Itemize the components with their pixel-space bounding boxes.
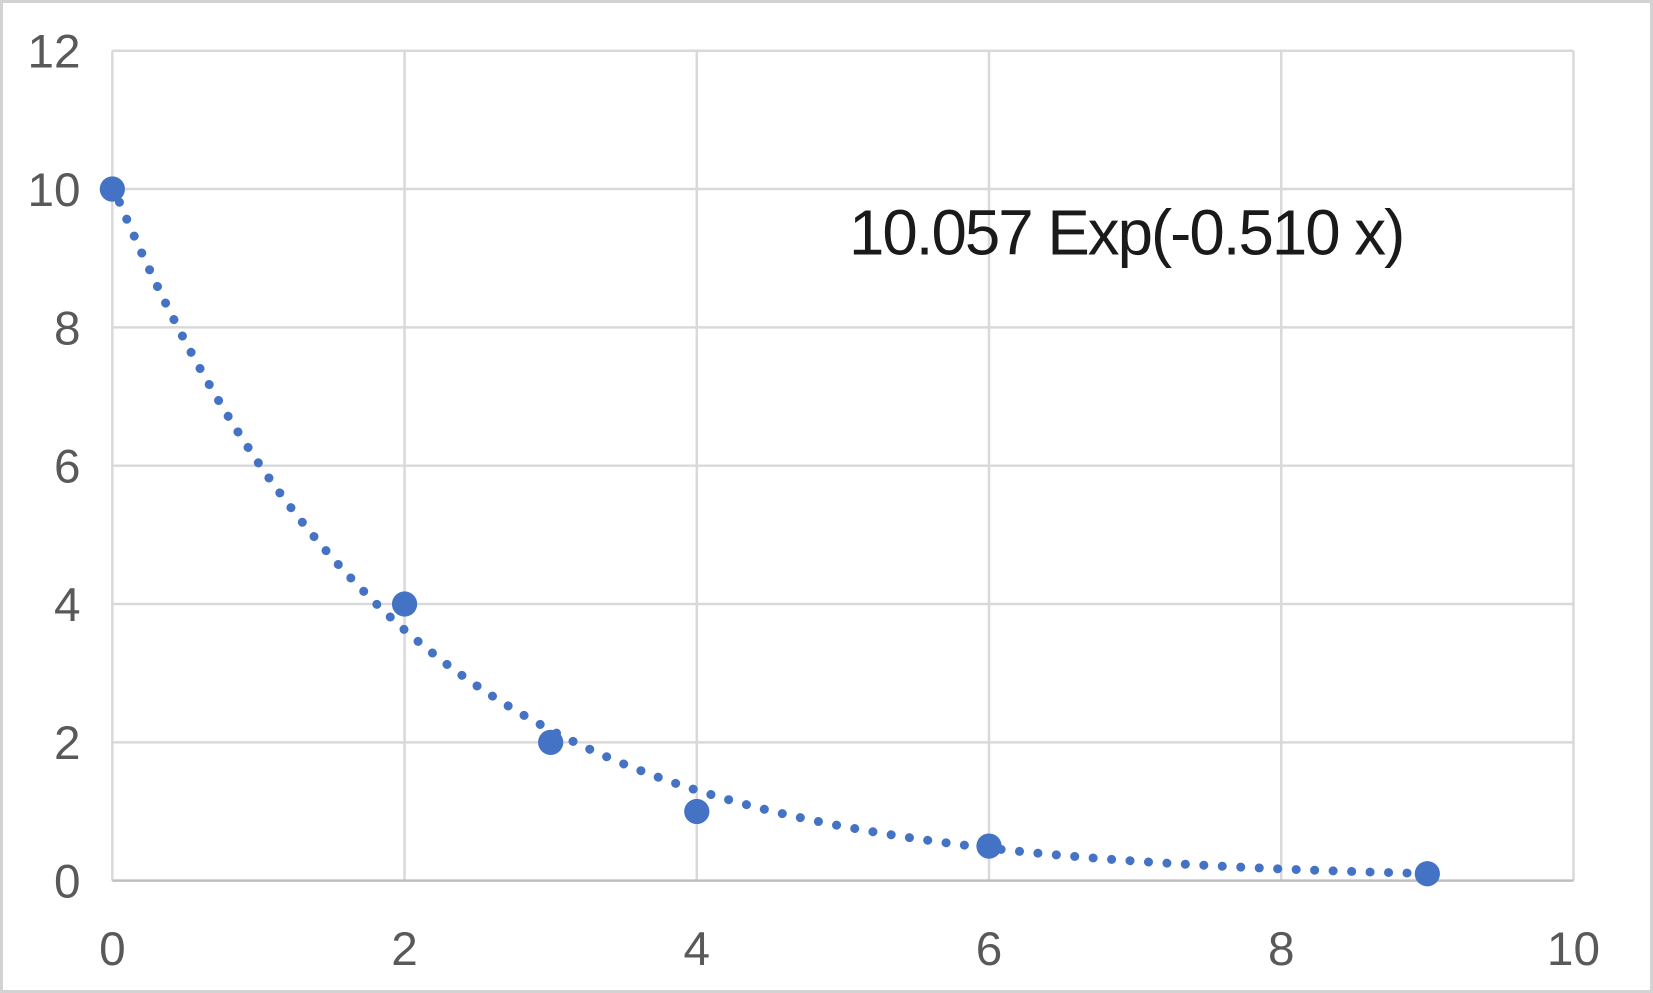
- data-point: [976, 833, 1002, 859]
- x-tick-label: 0: [99, 923, 126, 976]
- scatter-chart-canvas: 0 2 4 6 8 10 0 2 4 6 8 10 12 10.057 Exp(-0.510 x): [27, 26, 1600, 977]
- x-tick-label: 2: [391, 923, 418, 976]
- y-axis-tick-labels: 0 2 4 6 8 10 12: [27, 26, 80, 909]
- x-tick-label: 8: [1268, 923, 1295, 976]
- x-tick-label: 6: [976, 923, 1003, 976]
- y-tick-label: 8: [54, 302, 81, 355]
- y-tick-label: 12: [27, 26, 80, 79]
- data-points: [99, 176, 1440, 887]
- y-tick-label: 0: [54, 856, 81, 909]
- y-tick-label: 10: [27, 164, 80, 217]
- trendline-path: [107, 180, 1432, 879]
- gridlines: [111, 49, 1575, 881]
- y-tick-label: 6: [54, 441, 81, 494]
- data-point: [1414, 861, 1440, 887]
- x-tick-label: 4: [684, 923, 711, 976]
- data-point: [99, 176, 125, 202]
- y-tick-label: 2: [54, 717, 81, 770]
- data-point: [391, 591, 418, 617]
- x-tick-label: 10: [1547, 923, 1600, 976]
- y-tick-label: 4: [54, 579, 81, 632]
- data-point: [684, 798, 710, 825]
- data-point: [538, 729, 564, 755]
- trendline-dotted-curve: [107, 180, 1432, 879]
- trendline-equation-label: 10.057 Exp(-0.510 x): [849, 197, 1403, 268]
- x-axis-tick-labels: 0 2 4 6 8 10: [99, 923, 1600, 976]
